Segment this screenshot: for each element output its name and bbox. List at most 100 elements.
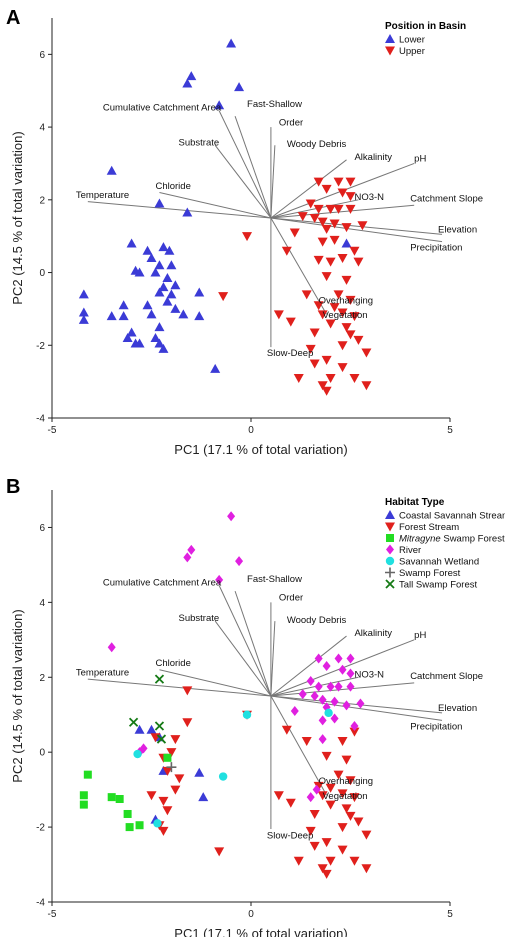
data-point <box>158 826 169 836</box>
vector-labels: Fast-Shallow Order Cumulative Catchment Ar… <box>76 99 483 359</box>
data-point <box>142 245 153 255</box>
vector-label: Fast-Shallow <box>247 574 302 585</box>
legend-label: Swamp Forest <box>399 568 461 579</box>
data-point <box>164 245 175 255</box>
data-point <box>313 255 324 265</box>
data-point <box>333 290 344 300</box>
data-point <box>312 784 321 795</box>
x-tick-label: 0 <box>248 425 254 436</box>
x-axis-label: PC1 (17.1 % of total variation) <box>174 442 347 457</box>
data-point <box>187 544 196 555</box>
panel-letter: B <box>6 476 20 498</box>
data-point <box>170 303 181 313</box>
vector-overhanging-vegetation <box>270 695 328 796</box>
data-point <box>123 809 132 818</box>
legend-marker <box>385 34 395 43</box>
vector-label: Fast-Shallow <box>247 99 302 110</box>
data-point <box>356 698 365 709</box>
data-point <box>310 691 319 701</box>
vector-elevation <box>270 695 443 714</box>
data-point <box>353 257 364 267</box>
data-point <box>166 260 177 270</box>
y-tick-label: 0 <box>39 748 45 759</box>
data-point <box>146 253 157 262</box>
data-point <box>317 217 328 227</box>
data-point <box>326 681 335 692</box>
vector-label: Slow-Deep <box>267 348 313 359</box>
data-point <box>321 751 332 761</box>
data-point <box>273 791 284 801</box>
data-point <box>125 823 134 832</box>
legend-marker <box>385 510 395 519</box>
data-point <box>337 188 348 198</box>
data-point <box>321 272 332 282</box>
y-tick-label: 6 <box>39 50 45 61</box>
vector-fast-shallow <box>234 590 272 697</box>
data-point <box>313 301 324 311</box>
vector-no3-n <box>270 199 359 219</box>
series-mitragyne-swamp-forest <box>79 753 172 832</box>
vector-label: Overhanging <box>319 295 373 306</box>
series-forest-stream <box>146 686 372 879</box>
vector-label: Temperature <box>76 190 129 201</box>
data-point <box>78 314 89 324</box>
data-point <box>333 177 344 187</box>
y-tick-label: 0 <box>39 268 45 279</box>
data-point <box>325 257 336 267</box>
vector-cumulative-catchment-area <box>218 110 272 219</box>
y-tick-label: -4 <box>36 414 45 425</box>
legend-label: Savannah Wetland <box>399 557 479 568</box>
data-point <box>325 856 336 866</box>
data-point <box>333 770 344 780</box>
data-point <box>134 724 145 734</box>
legend-label: Coastal Savannah Stream <box>399 511 505 522</box>
data-point <box>309 328 320 338</box>
data-point <box>338 664 347 675</box>
data-point <box>337 341 348 351</box>
data-point <box>313 177 324 187</box>
vector-label: Chloride <box>155 658 190 669</box>
data-point <box>293 856 304 866</box>
data-point <box>215 574 224 585</box>
data-point <box>78 289 89 299</box>
data-point <box>174 774 185 784</box>
data-point <box>154 287 165 297</box>
data-point <box>170 280 181 290</box>
legend-marker <box>385 522 395 532</box>
y-tick-label: 4 <box>39 598 45 609</box>
data-point <box>154 721 165 731</box>
series-river <box>107 511 365 803</box>
data-point <box>341 223 352 233</box>
data-point <box>285 317 296 327</box>
data-point <box>317 237 328 247</box>
data-point <box>182 718 193 728</box>
data-point <box>329 219 340 229</box>
x-tick-label: -5 <box>48 909 57 920</box>
data-point <box>301 736 312 746</box>
data-point <box>317 791 328 801</box>
data-point <box>79 800 88 809</box>
vector-precipitation <box>270 695 443 721</box>
vector-label: NO3-N <box>354 669 384 680</box>
data-point <box>118 311 129 321</box>
data-point <box>170 785 181 795</box>
biplot-vectors <box>87 585 443 829</box>
x-tick-label: 5 <box>447 425 453 436</box>
data-point <box>329 235 340 245</box>
vector-label: Catchment Slope <box>410 671 483 682</box>
series-savannah-wetland <box>133 708 333 828</box>
data-point <box>361 381 372 391</box>
legend-label: Upper <box>399 46 425 57</box>
data-point <box>183 552 192 563</box>
vector-label: Alkalinity <box>354 628 392 639</box>
vector-label: Substrate <box>178 137 219 148</box>
vector-precipitation <box>270 217 443 243</box>
data-point <box>321 224 332 234</box>
data-point <box>305 199 316 209</box>
data-point <box>321 184 332 194</box>
y-tick-label: 4 <box>39 123 45 134</box>
data-point <box>318 715 327 726</box>
vector-alkalinity <box>270 159 347 219</box>
data-point <box>345 776 356 786</box>
